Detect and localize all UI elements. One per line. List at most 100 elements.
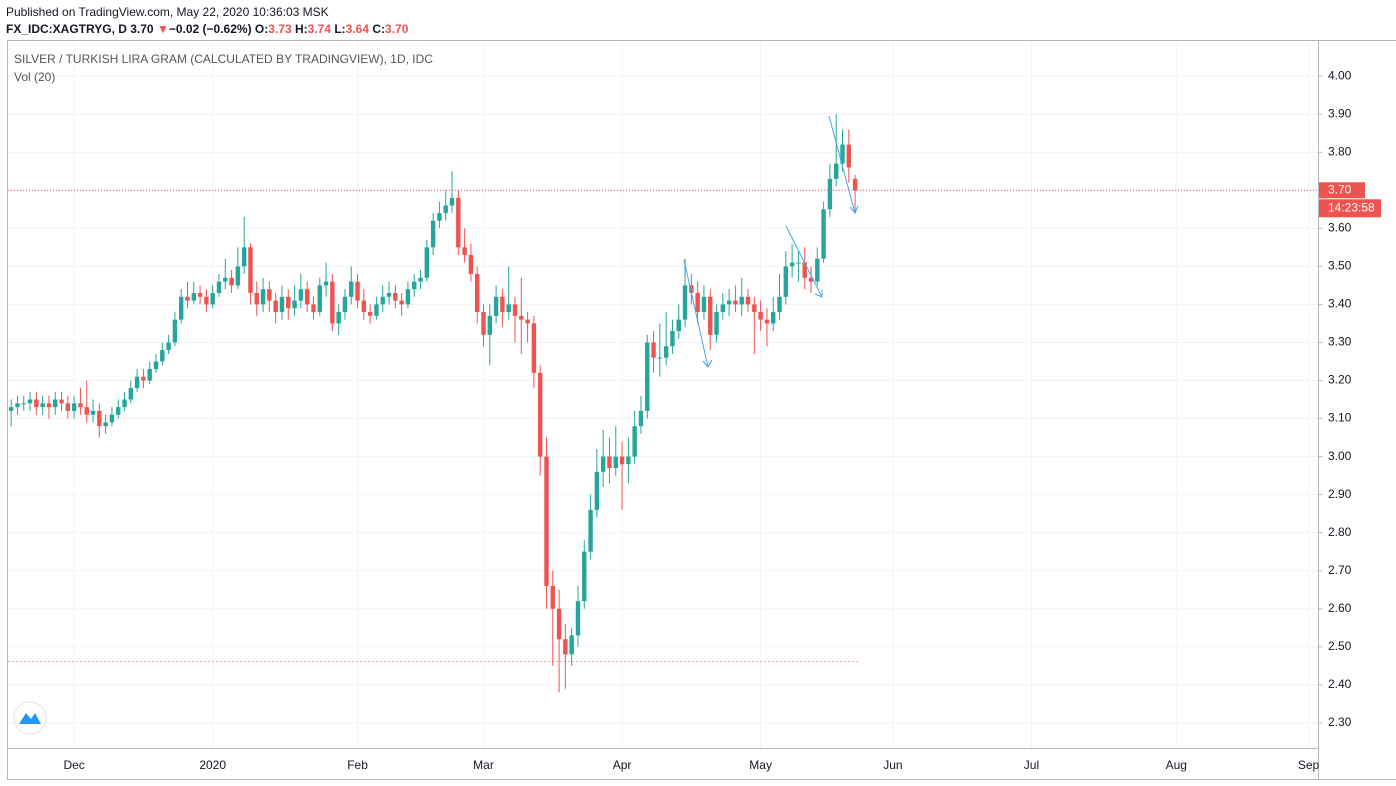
candle-body — [178, 296, 184, 320]
candle-body — [90, 410, 96, 415]
candle-body — [311, 304, 316, 313]
h-label: H: — [294, 22, 308, 36]
candle-body — [575, 601, 581, 636]
candle-body — [493, 296, 499, 316]
indicator-label: Vol (20) — [14, 70, 55, 84]
candle-body — [342, 296, 348, 313]
candle-body — [449, 197, 455, 206]
candle-body — [613, 456, 618, 468]
candle-body — [708, 296, 713, 335]
arrow-drawing — [683, 259, 709, 368]
candle-body — [651, 342, 656, 358]
candle-body — [191, 292, 196, 301]
y-tick-label: 3.40 — [1328, 297, 1352, 311]
candle-body — [254, 292, 259, 305]
o-label: O: — [254, 22, 269, 36]
y-tick-label: 3.80 — [1328, 144, 1352, 158]
arrow-head — [702, 359, 713, 368]
c-value: 3.70 — [385, 22, 409, 36]
candle-body — [267, 289, 272, 301]
candle-body — [815, 258, 820, 282]
header: Published on TradingView.com, May 22, 20… — [6, 4, 408, 38]
candle-body — [298, 289, 304, 301]
candle-body — [78, 403, 83, 408]
y-tick-label: 2.80 — [1328, 525, 1352, 539]
candle-body — [443, 205, 448, 214]
published: Published on TradingView.com, May 22, 20… — [6, 5, 329, 19]
candle-body — [676, 319, 681, 332]
l-value: 3.64 — [345, 22, 370, 36]
candles — [8, 114, 858, 693]
candle-body — [481, 312, 486, 335]
candle-body — [241, 247, 247, 267]
x-tick-label: Sep — [1298, 758, 1320, 772]
candle-body — [134, 376, 140, 389]
candle-body — [405, 289, 411, 305]
candle-body — [235, 266, 241, 286]
candle-body — [594, 471, 600, 510]
candle-body — [40, 403, 45, 408]
candle-body — [197, 292, 203, 297]
candle-body — [657, 357, 663, 359]
candle-body — [582, 551, 587, 602]
y-tick-label: 3.10 — [1328, 411, 1352, 425]
c-label: C: — [372, 22, 386, 36]
last-price-label: 3.70 — [1328, 182, 1352, 196]
x-tick-label: Feb — [347, 758, 368, 772]
candle-body — [147, 369, 152, 381]
x-tick-label: Jul — [1024, 758, 1039, 772]
h-value: 3.74 — [307, 22, 331, 36]
candle-body — [783, 266, 789, 297]
x-tick-label: Aug — [1166, 758, 1187, 772]
y-tick-label: 3.60 — [1328, 220, 1352, 234]
candle-body — [223, 277, 228, 282]
candle-body — [827, 178, 833, 210]
y-tick-label: 3.90 — [1328, 106, 1352, 120]
y-tick-label: 4.00 — [1328, 68, 1352, 82]
logo-mark — [19, 713, 41, 724]
candle-body — [670, 331, 675, 347]
candle-body — [21, 403, 26, 405]
candle-body — [317, 285, 322, 313]
arrow-head — [849, 205, 859, 214]
y-tick-label: 3.20 — [1328, 373, 1352, 387]
candle-body — [437, 213, 442, 221]
candle-body — [462, 247, 467, 255]
candle-body — [273, 300, 278, 313]
x-tick-label: 2020 — [199, 758, 226, 772]
candle-body — [626, 456, 631, 465]
candle-body — [752, 304, 757, 313]
candle-body — [682, 285, 688, 320]
candle-body — [531, 323, 537, 373]
candle-body — [330, 281, 335, 324]
candle-body — [569, 635, 574, 655]
candle-body — [204, 296, 209, 305]
candle-body — [185, 296, 190, 301]
candle-body — [109, 414, 115, 423]
y-tick-label: 2.30 — [1328, 715, 1352, 729]
candle-body — [726, 300, 732, 305]
frame — [7, 40, 1396, 780]
candle-body — [418, 277, 423, 282]
y-tick-label: 2.60 — [1328, 601, 1352, 615]
candle-body — [292, 300, 297, 309]
candle-body — [619, 456, 625, 465]
candle-body — [796, 262, 801, 264]
l-label: L: — [334, 22, 346, 36]
candle-body — [141, 376, 146, 381]
candle-body — [607, 456, 612, 468]
candle-body — [248, 247, 253, 293]
candle-body — [468, 254, 474, 274]
change-arrow: ▼ — [156, 22, 169, 36]
candle-body — [556, 608, 562, 640]
last-price-box — [1319, 182, 1365, 199]
candle-body — [500, 296, 505, 313]
candle-body — [430, 220, 436, 248]
candle-body — [758, 312, 763, 320]
candle-body — [15, 403, 20, 408]
candle-body — [771, 312, 776, 324]
candle-body — [103, 422, 108, 427]
candle-body — [286, 296, 291, 309]
candle-body — [537, 372, 543, 457]
